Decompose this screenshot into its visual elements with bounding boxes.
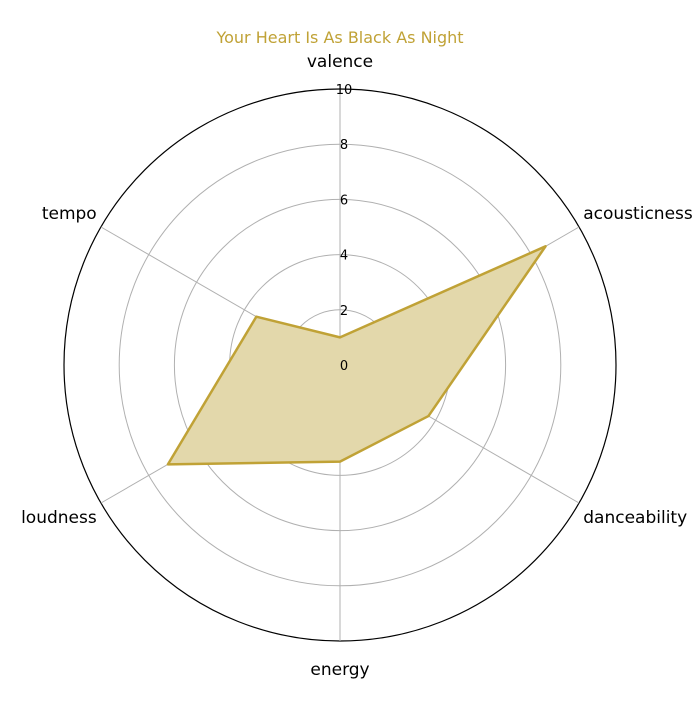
axis-label-tempo: tempo — [42, 204, 97, 224]
series-layer — [166, 245, 547, 466]
radial-tick-label: 8 — [340, 138, 348, 153]
radial-tick-label: 4 — [340, 249, 348, 264]
series-area-0 — [166, 245, 547, 466]
chart-title: Your Heart Is As Black As Night — [216, 28, 464, 47]
axis-label-energy: energy — [310, 660, 369, 680]
radial-tick-label: 0 — [340, 359, 348, 374]
axis-label-acousticness: acousticness — [583, 204, 693, 224]
radial-tick-labels: 0 2 4 6 8 10 — [336, 83, 353, 374]
axis-labels: valence acousticness danceability energy lou… — [21, 52, 693, 680]
radial-tick-label: 6 — [340, 193, 348, 208]
axis-label-valence: valence — [307, 52, 373, 72]
radial-tick-label: 2 — [340, 304, 348, 319]
axis-label-danceability: danceability — [583, 508, 687, 528]
axis-label-loudness: loudness — [21, 508, 97, 528]
radial-tick-label: 10 — [336, 83, 353, 98]
